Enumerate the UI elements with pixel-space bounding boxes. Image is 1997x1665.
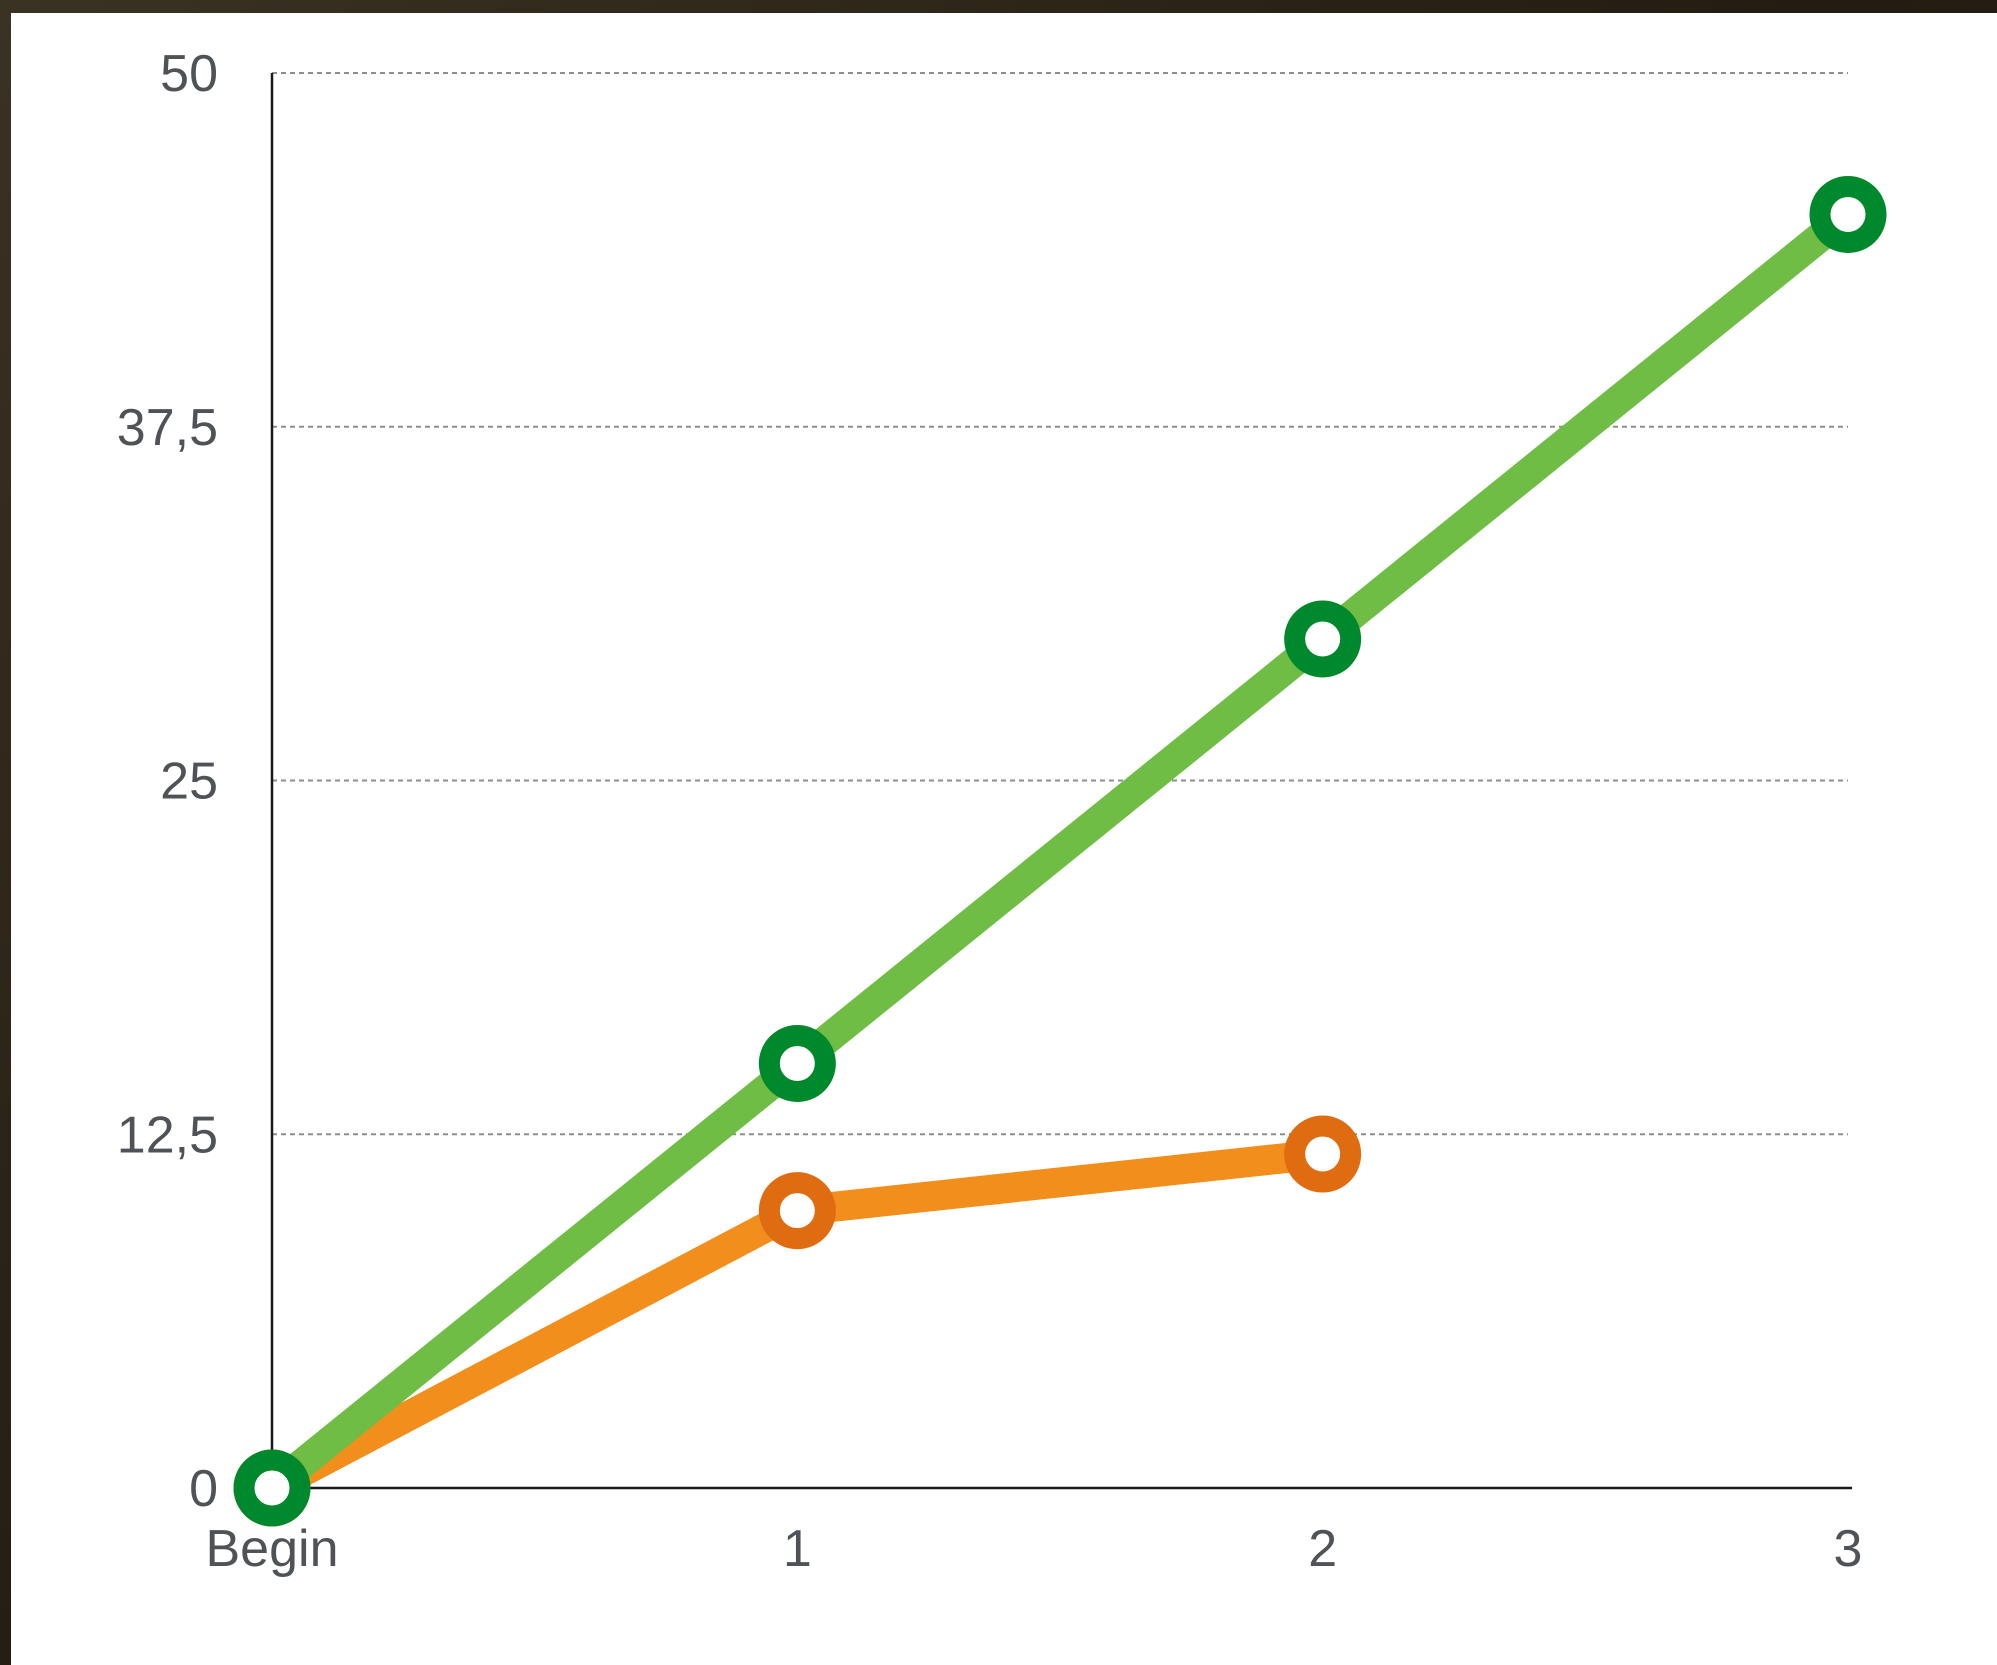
y-tick-label: 37,5: [117, 399, 218, 457]
x-tick-labels: Begin 1 2 3: [206, 1520, 1863, 1578]
data-point: [769, 1183, 825, 1239]
data-point: [769, 1036, 825, 1092]
x-tick-label: 3: [1834, 1520, 1863, 1578]
data-point: [1295, 1126, 1351, 1182]
y-tick-labels: 0 12,5 25 37,5 50: [117, 45, 218, 1518]
series-line: [272, 215, 1848, 1489]
series-group: [244, 187, 1876, 1517]
data-point: [1820, 187, 1876, 243]
y-tick-label: 12,5: [117, 1106, 218, 1164]
grid-lines: [272, 73, 1848, 1134]
data-point: [1295, 611, 1351, 667]
y-tick-label: 0: [189, 1460, 218, 1518]
y-tick-label: 50: [160, 45, 218, 103]
x-tick-label: 2: [1308, 1520, 1337, 1578]
x-tick-label: 1: [783, 1520, 812, 1578]
data-point: [244, 1460, 300, 1516]
y-tick-label: 25: [160, 753, 218, 811]
x-tick-label: Begin: [206, 1520, 339, 1578]
